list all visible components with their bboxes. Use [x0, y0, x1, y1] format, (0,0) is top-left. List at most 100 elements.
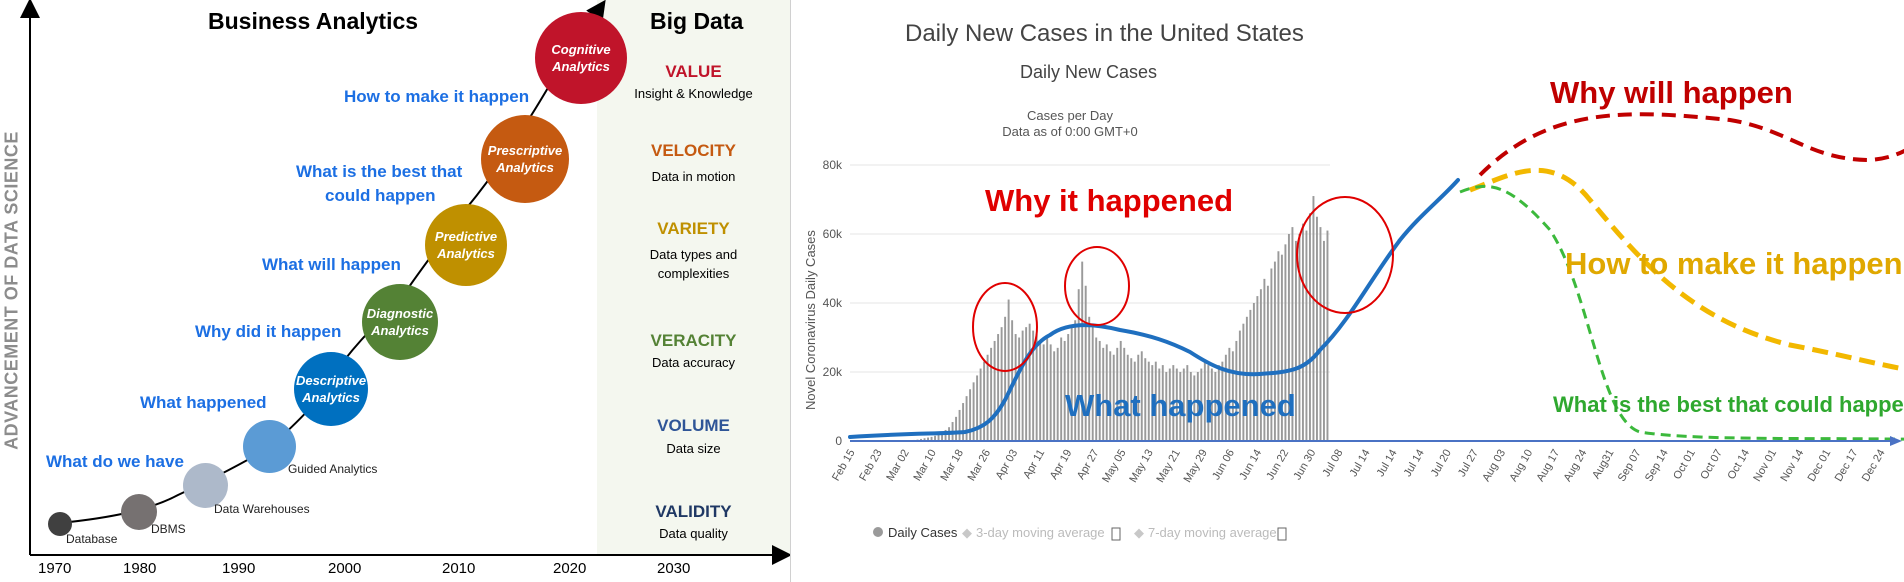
annotation-how-to-make-it-happen: How to make it happen: [1565, 246, 1903, 281]
chart-meta-line1: Cases per Day: [1027, 108, 1113, 123]
daily-case-bar: [1228, 347, 1231, 441]
x-tick-label: Jun 22: [1264, 448, 1291, 483]
warehouses-label: Data Warehouses: [214, 502, 310, 516]
daily-case-bar: [1144, 358, 1147, 441]
daily-case-bars: [906, 196, 1329, 442]
chart-meta: Cases per Day Data as of 0:00 GMT+0: [990, 108, 1150, 140]
daily-case-bar: [1280, 254, 1283, 441]
daily-case-bar: [934, 435, 937, 441]
x-tick-label: Nov 14: [1778, 448, 1806, 484]
daily-case-bar: [1081, 261, 1084, 441]
daily-case-bar: [972, 382, 975, 441]
legend-ma7[interactable]: 7-day moving average: [1148, 525, 1277, 540]
database-label: Database: [66, 532, 118, 546]
daily-case-bar: [1165, 372, 1168, 441]
x-tick-label: Dec 24: [1860, 448, 1888, 484]
x-tick-label: Jun 06: [1210, 448, 1237, 483]
daily-case-bar: [986, 354, 989, 441]
year-1980: 1980: [123, 560, 157, 577]
panel-divider: [790, 0, 791, 582]
cognitive-circle: Cognitive Analytics: [535, 12, 627, 104]
x-tick-label: Aug 10: [1507, 448, 1535, 484]
daily-case-bar: [1270, 268, 1273, 441]
daily-case-bar: [1063, 340, 1066, 441]
legend-checkbox-1[interactable]: [1111, 527, 1121, 541]
x-tick-label: May 05: [1100, 448, 1128, 485]
daily-case-bar: [1308, 213, 1311, 441]
year-2000: 2000: [328, 560, 362, 577]
legend-checkbox-2[interactable]: [1277, 527, 1287, 541]
daily-case-bar: [1098, 340, 1101, 441]
legend-daily[interactable]: Daily Cases: [888, 525, 958, 540]
x-tick-label: May 21: [1154, 448, 1182, 485]
daily-case-bar: [1172, 365, 1175, 441]
prescriptive-line2: Analytics: [496, 160, 554, 175]
x-tick-label: Jul 14: [1375, 448, 1400, 479]
business-analytics-panel: ADVANCEMENT OF DATA SCIENCE Business Ana…: [0, 0, 790, 582]
guided-circle: [243, 420, 296, 473]
cognitive-line2: Analytics: [552, 59, 610, 74]
daily-case-bar: [1326, 230, 1329, 441]
chart-subtitle: Daily New Cases: [1020, 62, 1158, 82]
daily-case-bar: [1168, 368, 1171, 441]
legend-ma3[interactable]: 3-day moving average: [976, 525, 1105, 540]
daily-case-bar: [1291, 227, 1294, 441]
question-best-line1: What is the best that: [296, 162, 463, 181]
daily-case-bar: [965, 396, 968, 441]
daily-case-bar: [1189, 372, 1192, 441]
daily-case-bar: [1091, 323, 1094, 441]
annotation-what-happened: What happened: [1065, 388, 1296, 423]
daily-case-bar: [993, 340, 996, 441]
red-projection-line: [1478, 112, 1904, 177]
daily-case-bar: [1105, 344, 1108, 441]
highlight-circle-july: [1296, 196, 1394, 314]
question-why-did-it-happen: Why did it happen: [195, 322, 342, 341]
daily-case-bar: [1221, 361, 1224, 441]
question-what-do-we-have: What do we have: [46, 452, 184, 471]
daily-case-bar: [1263, 278, 1266, 441]
daily-case-bar: [1053, 351, 1056, 441]
x-tick-label: Oct 14: [1725, 448, 1752, 482]
x-tick-label: Mar 26: [966, 448, 994, 484]
v-value-desc: Insight & Knowledge: [634, 86, 753, 101]
daily-case-bar: [990, 347, 993, 441]
x-tick-label: Feb 15: [830, 448, 858, 484]
v-variety-name: VARIETY: [657, 219, 730, 238]
daily-case-bar: [1238, 330, 1241, 441]
green-projection-line: [1459, 184, 1904, 441]
x-tick-label: Sep 14: [1643, 448, 1671, 484]
daily-case-bar: [1312, 196, 1315, 441]
daily-case-bar: [1224, 354, 1227, 441]
y-tick-label: 40k: [823, 296, 843, 310]
descriptive-line2: Analytics: [302, 390, 360, 405]
daily-case-bar: [1154, 361, 1157, 441]
warehouses-circle: [183, 463, 228, 508]
y-tick-label: 0: [835, 434, 842, 448]
v-volume-desc: Data size: [666, 441, 721, 456]
x-tick-label: Feb 23: [857, 448, 885, 484]
daily-case-bar: [1130, 358, 1133, 441]
x-tick-label: Jul 27: [1456, 448, 1481, 479]
v-veracity-name: VERACITY: [650, 331, 737, 350]
highlight-circle-may: [1064, 246, 1130, 326]
daily-case-bar: [1151, 365, 1154, 441]
chart-y-axis-label: Novel Coronavirus Daily Cases: [803, 230, 818, 410]
year-2020: 2020: [553, 560, 587, 577]
daily-case-bar: [1207, 365, 1210, 441]
daily-case-bar: [1179, 372, 1182, 441]
x-tick-label: Mar 02: [884, 448, 912, 484]
question-what-happened: What happened: [140, 393, 267, 412]
daily-case-bar: [1070, 327, 1073, 441]
daily-case-bar: [1123, 347, 1126, 441]
legend-daily-marker: [873, 527, 883, 537]
year-1990: 1990: [222, 560, 256, 577]
big-data-column: [597, 0, 790, 555]
x-tick-label: Mar 18: [939, 448, 967, 484]
daily-case-bar: [979, 368, 982, 441]
y-ticks: 0 20k 40k 60k 80k: [823, 158, 843, 448]
diagnostic-circle: Diagnostic Analytics: [362, 284, 438, 360]
daily-case-bar: [997, 334, 1000, 441]
daily-case-bar: [944, 429, 947, 441]
business-analytics-title: Business Analytics: [208, 8, 419, 34]
daily-case-bar: [1235, 340, 1238, 441]
